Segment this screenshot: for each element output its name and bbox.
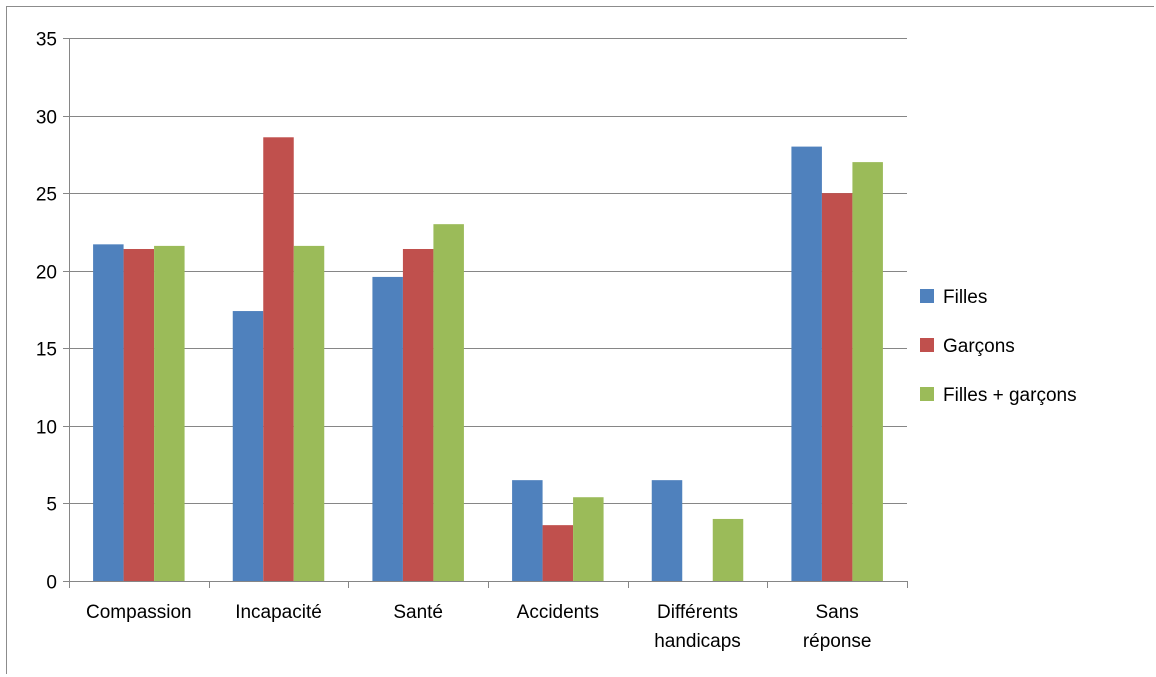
x-tick-label: Incapacité — [235, 602, 322, 623]
legend-swatch — [920, 289, 934, 303]
legend-label: Filles — [943, 287, 987, 308]
x-tick-label: Compassion — [86, 602, 192, 623]
y-tick-label: 30 — [36, 108, 57, 129]
axes — [63, 38, 908, 588]
bar-filles — [93, 244, 124, 581]
bar-filles-gar-ons — [852, 162, 883, 581]
legend-label: Garçons — [943, 336, 1015, 357]
bar-gar-ons — [402, 248, 434, 581]
legend-swatch — [920, 338, 934, 352]
bar-filles-gar-ons — [433, 224, 464, 581]
bar-filles — [512, 480, 543, 581]
bar-filles — [232, 311, 264, 581]
chart-frame — [6, 6, 1154, 674]
y-tick-label: 35 — [36, 30, 57, 51]
legend-swatch — [920, 387, 934, 401]
x-tick-label: Sans — [816, 602, 859, 623]
bar-filles-gar-ons — [154, 245, 185, 582]
bar-filles — [651, 480, 683, 581]
bar-filles — [372, 276, 403, 581]
bar-gar-ons — [542, 525, 574, 581]
y-tick-label: 25 — [36, 185, 57, 206]
axis-labels: 0 5 10 15 20 25 30 35 Compassion Incapacité Santé A… — [36, 30, 872, 653]
y-tick-label: 5 — [46, 495, 57, 516]
bar-gar-ons — [123, 248, 155, 581]
bar-gar-ons — [263, 137, 294, 581]
bar-filles-gar-ons — [293, 245, 325, 582]
x-tick-label: Santé — [393, 602, 443, 623]
y-tick-label: 0 — [46, 573, 57, 594]
y-tick-label: 15 — [36, 340, 57, 361]
y-tick-label: 20 — [36, 263, 57, 284]
x-tick-label: Accidents — [517, 602, 599, 623]
x-tick-label: Différents — [657, 602, 738, 623]
y-tick-label: 10 — [36, 418, 57, 439]
bars — [93, 137, 883, 582]
bar-filles-gar-ons — [712, 518, 744, 581]
x-tick-label: réponse — [803, 631, 872, 652]
gridlines — [69, 38, 907, 504]
bar-filles-gar-ons — [573, 497, 604, 581]
legend-label: Filles + garçons — [943, 385, 1077, 406]
legend: Filles Garçons Filles + garçons — [920, 287, 1077, 406]
bar-filles — [791, 146, 822, 581]
bar-gar-ons — [821, 193, 853, 581]
x-tick-label: handicaps — [654, 631, 741, 652]
